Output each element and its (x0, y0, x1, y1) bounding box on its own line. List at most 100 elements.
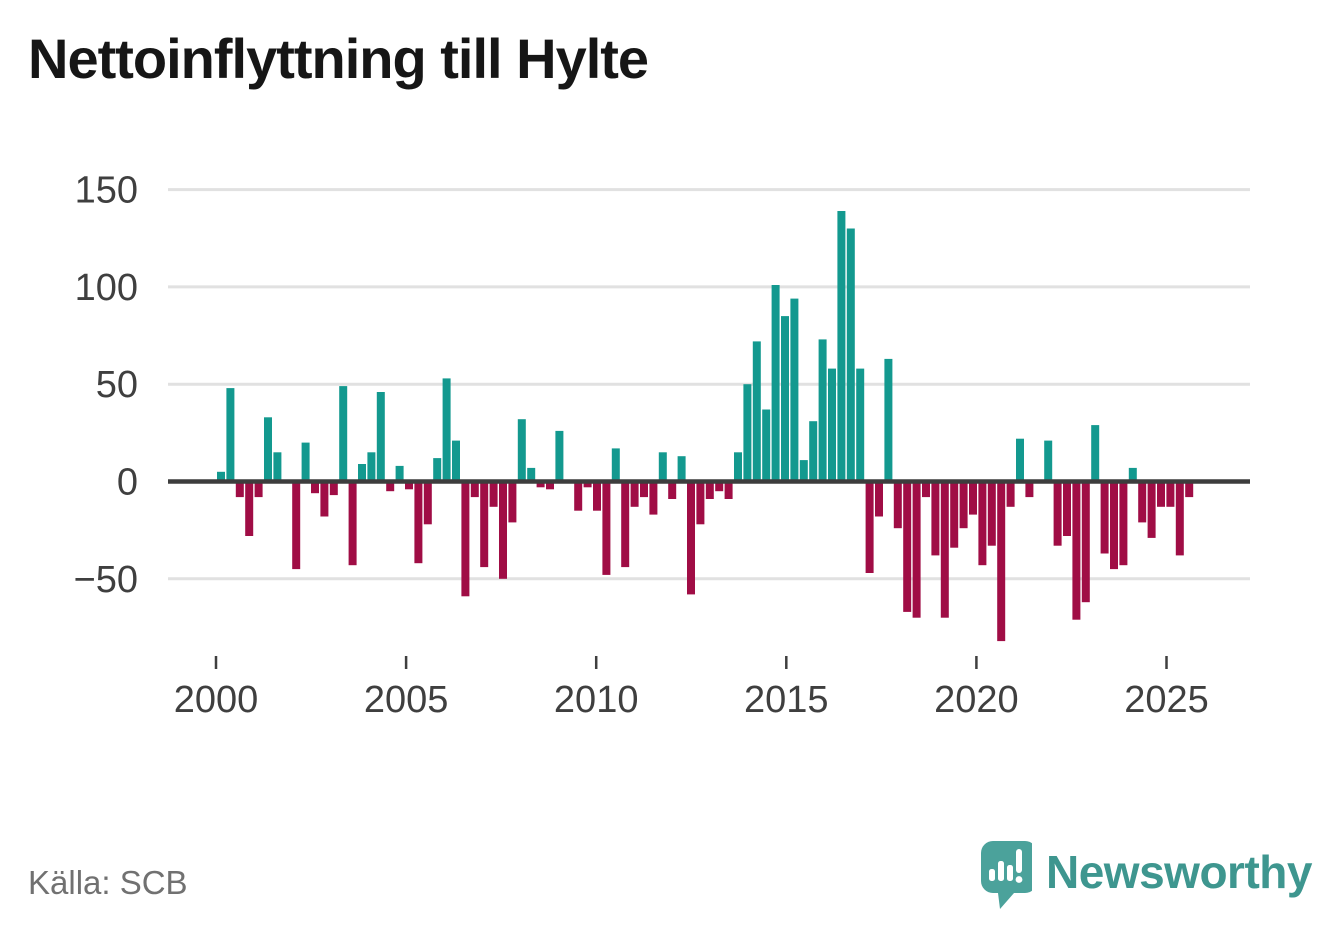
bar-2011-q2 (640, 481, 648, 498)
bar-2005-q4 (433, 458, 442, 482)
bar-2019-q4 (959, 481, 968, 529)
bar-2025-q3 (1175, 481, 1184, 556)
bar-2019-q3 (950, 481, 959, 548)
bar-2020-q4 (997, 481, 1006, 642)
bar-2017-q1 (856, 368, 865, 482)
bar-2006-q2 (452, 440, 460, 482)
bar-2014-q4 (771, 285, 780, 482)
bar-2008-q2 (527, 467, 536, 482)
bar-2001-q2 (264, 417, 272, 482)
bar-2007-q2 (489, 481, 498, 507)
bar-2023-q1 (1081, 481, 1090, 603)
bar-2006-q3 (461, 481, 470, 597)
mini-bar-chart-marks (989, 849, 1023, 883)
bar-2002-q4 (320, 481, 329, 517)
bar-2013-q4 (734, 452, 742, 482)
bar-2007-q3 (499, 481, 507, 579)
bar-2005-q2 (414, 481, 423, 564)
y-axis-label-150: 150 (75, 170, 138, 212)
bar-2019-q2 (940, 481, 949, 618)
x-axis-label-2010: 2010 (554, 679, 639, 721)
bar-2009-q3 (574, 481, 583, 511)
bar-2018-q1 (893, 481, 902, 529)
bar-2025-q4 (1185, 481, 1194, 498)
bar-2011-q1 (630, 481, 639, 507)
bar-2002-q1 (292, 481, 301, 570)
x-axis-label-2025: 2025 (1124, 679, 1209, 721)
bar-2003-q4 (358, 464, 366, 482)
bar-2004-q3 (386, 481, 395, 492)
bar-2017-q3 (875, 481, 883, 517)
bar-2022-q3 (1063, 481, 1071, 536)
bar-2021-q3 (1025, 481, 1034, 498)
bar-2011-q3 (649, 481, 658, 515)
zero-line (168, 479, 1250, 484)
bar-2005-q1 (405, 481, 413, 490)
bar-2022-q2 (1053, 481, 1062, 546)
x-axis-label-2020: 2020 (934, 679, 1019, 721)
bar-chart: 150 100 50 0 −50 2000 2005 2010 2015 2020 2025 (74, 170, 1250, 721)
bar-2021-q2 (1016, 438, 1024, 482)
bar-2005-q3 (423, 481, 432, 525)
chart-title: Nettoinflyttning till Hylte (28, 27, 649, 90)
bar-2000-q3 (235, 481, 244, 498)
bar-2001-q1 (254, 481, 263, 498)
bar-2013-q1 (705, 481, 714, 499)
bar-2010-q1 (593, 481, 601, 511)
bar-2010-q4 (621, 481, 630, 568)
bar-2008-q1 (517, 419, 526, 482)
bar-2015-q4 (809, 421, 818, 482)
bar-2014-q1 (743, 384, 752, 482)
bar-2000-q1 (217, 471, 225, 482)
newsworthy-logo: Newsworthy (978, 840, 1312, 910)
y-axis-label-50: 50 (96, 364, 138, 406)
bar-2012-q1 (668, 481, 677, 499)
bar-2021-q1 (1006, 481, 1015, 507)
bar-2011-q4 (658, 452, 667, 482)
bar-2004-q1 (367, 452, 376, 482)
newsworthy-wordmark: Newsworthy (1046, 846, 1312, 898)
bar-2007-q4 (508, 481, 517, 523)
bar-2025-q1 (1157, 481, 1165, 507)
bar-2024-q1 (1119, 481, 1128, 566)
bar-2003-q2 (339, 386, 348, 482)
bar-2002-q2 (301, 442, 310, 482)
bar-2020-q3 (987, 481, 996, 546)
bar-2016-q2 (828, 368, 836, 482)
bar-2008-q3 (536, 481, 545, 488)
bar-2018-q3 (912, 481, 921, 618)
bar-2017-q4 (884, 358, 893, 482)
bar-2012-q4 (696, 481, 705, 525)
bar-2000-q2 (226, 388, 235, 482)
bar-2023-q3 (1100, 481, 1109, 554)
bar-2004-q4 (395, 465, 404, 482)
bar-2016-q4 (846, 228, 855, 482)
bar-2017-q2 (865, 481, 874, 573)
y-axis-label--50: −50 (74, 559, 138, 601)
bar-2003-q1 (329, 481, 338, 496)
bar-2004-q2 (376, 392, 385, 482)
bar-2007-q1 (480, 481, 489, 568)
bar-2010-q3 (611, 448, 620, 482)
bar-2016-q1 (818, 339, 827, 482)
bar-2014-q3 (762, 409, 771, 482)
bar-2000-q4 (245, 481, 254, 536)
bar-2016-q3 (837, 211, 846, 482)
bar-2024-q4 (1147, 481, 1156, 538)
bar-2020-q1 (969, 481, 977, 515)
bar-2001-q3 (273, 452, 282, 482)
bar-2023-q4 (1110, 481, 1118, 570)
bar-2009-q4 (583, 481, 592, 488)
newsworthy-icon (981, 841, 1032, 909)
bar-2006-q4 (470, 481, 479, 498)
bar-2024-q2 (1128, 467, 1137, 482)
bar-2009-q1 (555, 430, 564, 482)
bar-2022-q4 (1072, 481, 1081, 620)
bar-2006-q1 (442, 378, 451, 482)
bar-2003-q3 (348, 481, 357, 566)
bar-2023-q2 (1091, 425, 1100, 482)
bar-2015-q3 (799, 460, 808, 482)
bar-2010-q2 (602, 481, 611, 575)
x-axis-label-2005: 2005 (364, 679, 449, 721)
